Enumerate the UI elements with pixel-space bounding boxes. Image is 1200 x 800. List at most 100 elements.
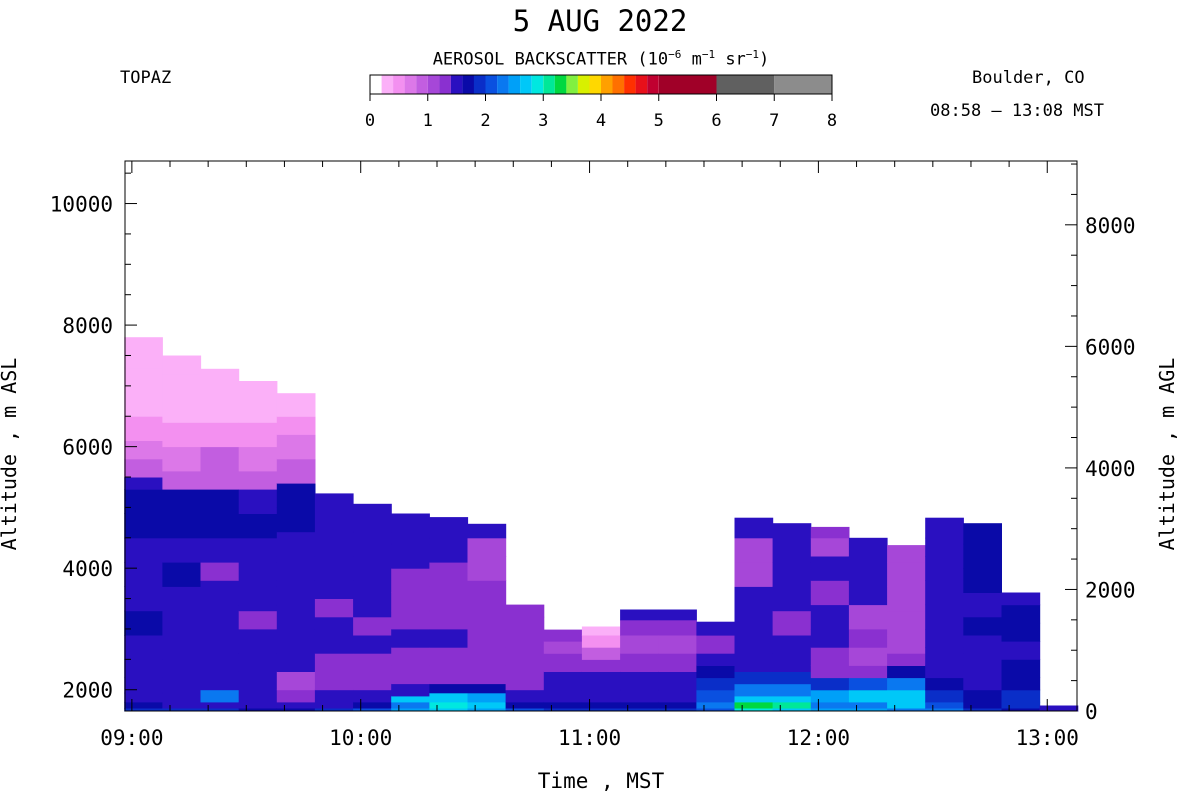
backscatter-cell (925, 701, 964, 709)
backscatter-cell (238, 446, 278, 472)
backscatter-cell (887, 689, 926, 703)
backscatter-cell (238, 422, 278, 448)
profile-column (467, 523, 507, 712)
backscatter-cell (581, 647, 621, 660)
backscatter-cell (467, 580, 507, 606)
backscatter-cell (353, 653, 392, 672)
backscatter-cell (963, 543, 1002, 569)
profile-column (696, 621, 736, 712)
backscatter-cell (581, 635, 621, 648)
backscatter-cell (734, 517, 774, 539)
backscatter-cell (620, 708, 659, 712)
backscatter-cell (353, 503, 392, 533)
chart-title: 5 AUG 2022 (512, 4, 688, 38)
backscatter-cell (810, 629, 850, 648)
profile-column (314, 493, 354, 712)
backscatter-cell (391, 683, 430, 697)
backscatter-cell (581, 689, 621, 703)
backscatter-cell (124, 708, 163, 712)
backscatter-cell (238, 671, 278, 691)
backscatter-cell (505, 653, 545, 672)
backscatter-cell (276, 708, 316, 712)
backscatter-cell (620, 619, 659, 636)
backscatter-cell (543, 708, 583, 712)
backscatter-cell (810, 556, 850, 581)
backscatter-cell (848, 708, 888, 712)
colorbar-swatch (450, 75, 463, 94)
backscatter-cell (429, 708, 469, 712)
backscatter-cell (276, 531, 316, 557)
x-axis: 09:00 10:00 11:00 12:00 13:00 (100, 161, 1079, 750)
backscatter-cell (658, 708, 697, 712)
backscatter-cell (276, 701, 316, 709)
backscatter-cell (238, 610, 278, 630)
colorbar-swatch (601, 75, 613, 94)
backscatter-cell (696, 653, 736, 666)
colorbar-swatch (647, 75, 659, 94)
backscatter-cell (505, 635, 545, 654)
backscatter-cell (124, 677, 163, 694)
y-right-tick-label: 4000 (1085, 457, 1136, 481)
backscatter-cell (963, 568, 1002, 593)
backscatter-cell (314, 653, 354, 672)
colorbar-swatch (381, 75, 394, 94)
backscatter-cell (238, 701, 278, 709)
x-axis-title: Time , MST (538, 769, 665, 793)
backscatter-cell (810, 701, 850, 709)
backscatter-cell (734, 708, 774, 712)
backscatter-cell (848, 604, 888, 630)
colorbar-title-part: ) (759, 49, 770, 70)
backscatter-cell (1001, 659, 1041, 678)
backscatter-cell (772, 701, 812, 709)
backscatter-cell (848, 556, 888, 581)
backscatter-cell (353, 689, 392, 703)
instrument-label: TOPAZ (120, 68, 172, 88)
backscatter-cell (391, 701, 430, 709)
backscatter-cell (391, 665, 430, 685)
colorbar-tick-label: 4 (596, 111, 606, 131)
backscatter-cell (124, 391, 163, 417)
backscatter-cell (467, 537, 507, 557)
y-left-tick-label: 4000 (62, 557, 113, 581)
backscatter-cell (581, 626, 621, 636)
colorbar-swatch (635, 75, 648, 94)
backscatter-cell (124, 562, 163, 587)
backscatter-cell (124, 659, 163, 678)
colorbar-title: AEROSOL BACKSCATTER (10−6 m−1 sr−1) (370, 48, 832, 70)
backscatter-cell (162, 635, 202, 660)
y-right-axis: 0 2000 4000 6000 8000 (1065, 163, 1136, 724)
backscatter-cell (620, 635, 659, 654)
backscatter-cell (124, 692, 163, 703)
backscatter-cell (314, 671, 354, 691)
backscatter-cell (963, 592, 1002, 618)
backscatter-cell (696, 665, 736, 679)
backscatter-cell (620, 689, 659, 703)
backscatter-cell (391, 647, 430, 666)
heatmap-columns (124, 337, 1079, 712)
backscatter-cell (353, 531, 392, 557)
backscatter-cell (353, 580, 392, 599)
x-tick-label: 11:00 (558, 726, 621, 750)
colorbar-title-part: sr (715, 49, 746, 70)
backscatter-cell (314, 531, 354, 557)
backscatter-cell (467, 692, 507, 703)
backscatter-cell (162, 398, 202, 423)
backscatter-cell (391, 592, 430, 612)
profile-column (963, 523, 1002, 712)
backscatter-cell (314, 580, 354, 599)
backscatter-cell (238, 689, 278, 703)
backscatter-cell (925, 689, 964, 703)
profile-column (620, 609, 659, 712)
backscatter-cell (620, 671, 659, 691)
backscatter-cell (1039, 705, 1079, 712)
colorbar-swatch (404, 75, 417, 94)
colorbar-swatch (624, 75, 636, 94)
backscatter-cell (810, 580, 850, 606)
backscatter-cell (772, 610, 812, 636)
backscatter-cell (734, 671, 774, 685)
backscatter-cell (658, 689, 697, 703)
backscatter-cell (658, 701, 697, 709)
profile-column (124, 337, 163, 712)
backscatter-cell (963, 635, 1002, 654)
